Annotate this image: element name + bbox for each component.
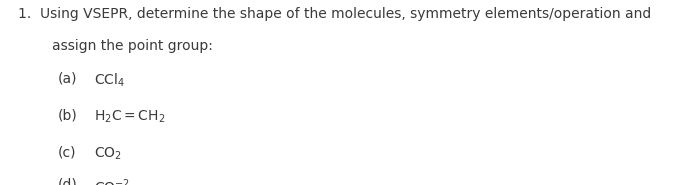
Text: $\mathregular{CO_2}$: $\mathregular{CO_2}$: [94, 145, 122, 162]
Text: $\mathregular{CCl_4}$: $\mathregular{CCl_4}$: [94, 71, 125, 89]
Text: $\mathregular{H_2C{=}CH_2}$: $\mathregular{H_2C{=}CH_2}$: [94, 108, 166, 125]
Text: (a): (a): [57, 71, 77, 85]
Text: (c): (c): [57, 145, 76, 159]
Text: (b): (b): [57, 108, 77, 122]
Text: assign the point group:: assign the point group:: [52, 39, 214, 53]
Text: (d): (d): [57, 178, 77, 185]
Text: $\mathregular{CO_3^{-2}}$: $\mathregular{CO_3^{-2}}$: [94, 178, 131, 185]
Text: 1.  Using VSEPR, determine the shape of the molecules, symmetry elements/operati: 1. Using VSEPR, determine the shape of t…: [18, 7, 651, 21]
